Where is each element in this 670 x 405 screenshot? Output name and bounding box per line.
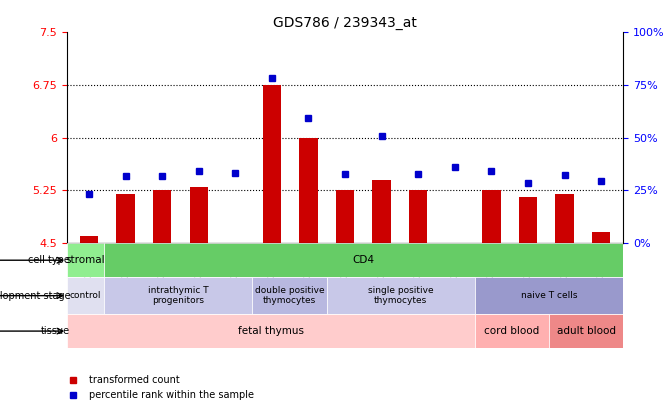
- Bar: [80, 236, 98, 243]
- Bar: [263, 85, 281, 243]
- Bar: [409, 190, 427, 243]
- Bar: [482, 190, 500, 243]
- Bar: [555, 194, 574, 243]
- FancyBboxPatch shape: [475, 314, 549, 348]
- Text: percentile rank within the sample: percentile rank within the sample: [89, 390, 254, 400]
- Text: cell type: cell type: [29, 255, 70, 265]
- FancyBboxPatch shape: [67, 243, 104, 277]
- Bar: [153, 190, 172, 243]
- FancyBboxPatch shape: [104, 277, 253, 314]
- Bar: [117, 194, 135, 243]
- Text: single positive
thymocytes: single positive thymocytes: [368, 286, 433, 305]
- Text: intrathymic T
progenitors: intrathymic T progenitors: [148, 286, 208, 305]
- Text: naive T cells: naive T cells: [521, 291, 577, 300]
- Text: stromal: stromal: [66, 255, 105, 265]
- Text: CD4: CD4: [352, 255, 375, 265]
- Text: control: control: [70, 291, 101, 300]
- FancyBboxPatch shape: [67, 314, 475, 348]
- Text: double positive
thymocytes: double positive thymocytes: [255, 286, 324, 305]
- FancyBboxPatch shape: [326, 277, 475, 314]
- Bar: [299, 138, 318, 243]
- FancyBboxPatch shape: [549, 314, 623, 348]
- Text: cord blood: cord blood: [484, 326, 539, 336]
- Bar: [190, 187, 208, 243]
- Bar: [592, 232, 610, 243]
- Text: tissue: tissue: [42, 326, 70, 336]
- Text: development stage: development stage: [0, 291, 70, 301]
- Bar: [373, 180, 391, 243]
- Text: adult blood: adult blood: [557, 326, 616, 336]
- FancyBboxPatch shape: [104, 243, 623, 277]
- FancyBboxPatch shape: [253, 277, 326, 314]
- FancyBboxPatch shape: [475, 277, 623, 314]
- Title: GDS786 / 239343_at: GDS786 / 239343_at: [273, 16, 417, 30]
- Bar: [336, 190, 354, 243]
- Text: transformed count: transformed count: [89, 375, 180, 385]
- Text: fetal thymus: fetal thymus: [238, 326, 304, 336]
- Bar: [519, 197, 537, 243]
- FancyBboxPatch shape: [67, 277, 104, 314]
